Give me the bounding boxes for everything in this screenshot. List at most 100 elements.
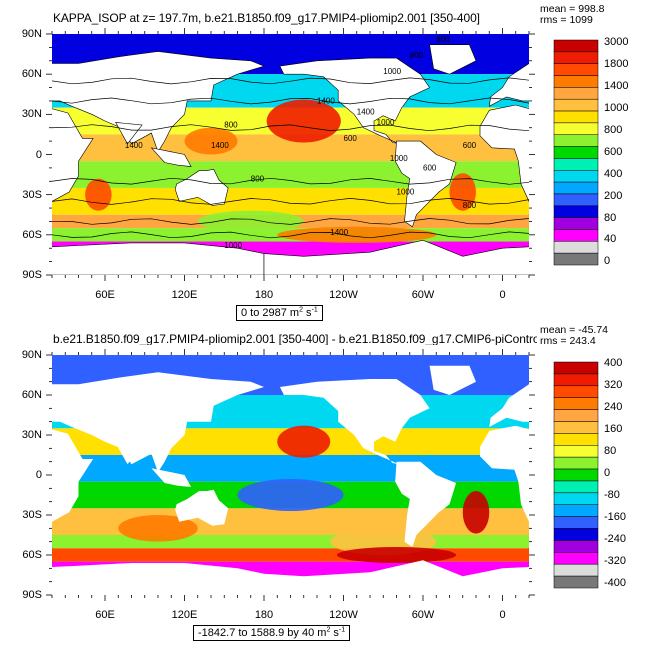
contour-value: 1000: [377, 118, 395, 127]
land-africa: [52, 429, 94, 522]
top-panel-map: [46, 28, 647, 281]
lon-label: 120E: [171, 609, 198, 621]
colorbar-label: 600: [604, 145, 623, 158]
colorbar-swatch: [553, 552, 599, 565]
lat-label: 30N: [21, 429, 42, 441]
contour-value: 600: [423, 164, 437, 173]
colorbar-swatch: [553, 170, 599, 183]
contour-value: 1000: [383, 67, 401, 76]
field-band: [52, 535, 529, 549]
land-indonesia: [151, 468, 192, 487]
lat-label: 30S: [22, 188, 42, 201]
colorbar-swatch: [553, 98, 599, 112]
land-greenland: [429, 44, 477, 75]
lon-label: 120E: [171, 289, 198, 301]
colorbar-swatch: [553, 75, 599, 88]
colorbar-label: 240: [604, 401, 623, 414]
lon-label: 60E: [95, 289, 115, 301]
land-africa: [479, 104, 529, 202]
lat-label: 60N: [21, 68, 42, 81]
colorbar-swatch: [553, 241, 599, 254]
colorbar-swatch: [553, 540, 599, 553]
colorbar-swatch: [553, 373, 599, 387]
contour-value: 1400: [125, 141, 143, 150]
land-south-america: [394, 140, 457, 228]
field-patch: [85, 178, 112, 211]
land-greenland: [429, 365, 476, 395]
bottom-panel-mean: mean = -45.74: [540, 324, 609, 336]
field-patch: [277, 226, 437, 243]
colorbar-swatch: [553, 181, 599, 195]
contour-line: [52, 218, 529, 225]
colorbar-label: -400: [604, 577, 627, 590]
field-patch: [266, 99, 341, 143]
colorbar-swatch: [553, 122, 599, 135]
axis-ticks: [46, 28, 535, 281]
bottom-panel-colorbar: [553, 361, 599, 589]
contour-value: 1400: [357, 107, 375, 116]
colorbar-swatch: [553, 110, 599, 124]
colorbar-swatch: [553, 146, 599, 159]
lon-label: 120W: [329, 289, 358, 301]
colorbar-label: 80: [604, 211, 617, 224]
land-antarctica: [263, 239, 529, 275]
contour-labels: 8008001000140014001000800600140014001000…: [125, 35, 477, 250]
colorbar-swatch: [553, 193, 599, 207]
land-north-america: [279, 57, 431, 145]
colorbar-swatch: [553, 504, 599, 517]
lat-label: 90S: [22, 589, 42, 601]
colorbar-label: -240: [604, 533, 627, 546]
top-panel-title: KAPPA_ISOP at z= 197.7m, b.e21.B1850.f09…: [53, 11, 480, 25]
colorbar-swatch: [553, 563, 599, 577]
lat-label: 30N: [21, 108, 42, 121]
lat-label: 0: [35, 469, 42, 481]
colorbar-label: 400: [604, 357, 623, 369]
lon-label: 0: [499, 289, 506, 301]
field-band: [52, 548, 529, 562]
colorbar-swatch: [553, 397, 599, 410]
colorbar-swatch: [553, 445, 599, 458]
bottom-range-exp: 2: [326, 626, 331, 634]
land-africa: [480, 425, 529, 522]
lat-label: 60S: [22, 228, 42, 241]
colorbar-label: 0: [604, 467, 611, 480]
top-panel-colorbar: [553, 39, 599, 266]
field-patch: [462, 490, 490, 534]
field-patch: [336, 547, 457, 563]
land-antarctica: [264, 560, 529, 595]
colorbar-swatch: [553, 480, 599, 494]
bottom-panel-rms: rms = 243.4: [540, 335, 596, 347]
field-patch: [184, 127, 238, 155]
land-australia: [175, 489, 229, 526]
contour-value: 1000: [397, 188, 415, 197]
colorbar-label: 400: [604, 167, 623, 180]
contour-value: 1400: [317, 97, 335, 106]
colorbar-swatch: [553, 361, 599, 375]
colorbar-swatch: [553, 528, 599, 541]
lon-label: 60W: [411, 609, 435, 621]
lon-label: 60W: [411, 289, 435, 301]
bottom-range-text: -1842.7 to 1588.9 by 40 m: [198, 627, 327, 639]
top-panel-rms: rms = 1099: [540, 14, 593, 26]
axis-ticks: [46, 349, 535, 601]
colorbar-swatch: [553, 421, 599, 434]
colorbar-label: 1000: [604, 101, 629, 114]
contour-line: [52, 177, 529, 185]
contour-value: 800: [410, 51, 424, 60]
colorbar-label: -320: [604, 555, 627, 568]
field-band: [52, 455, 529, 482]
top-range-exp2: -1: [311, 306, 318, 314]
land-indonesia: [150, 147, 192, 167]
colorbar-label: 0: [604, 255, 611, 268]
colorbar-label: 3000: [604, 36, 629, 48]
lat-label: 90N: [21, 28, 42, 40]
colorbar-label: -80: [604, 489, 620, 502]
contour-value: 800: [224, 121, 238, 130]
bottom-range-exp2: -1: [338, 626, 346, 634]
field-patch: [237, 479, 344, 511]
field-band: [52, 187, 529, 215]
land-indonesia: [628, 148, 647, 167]
colorbar-swatch: [553, 158, 599, 171]
colorbar-label: -160: [604, 511, 627, 524]
lat-label: 90N: [21, 349, 42, 361]
